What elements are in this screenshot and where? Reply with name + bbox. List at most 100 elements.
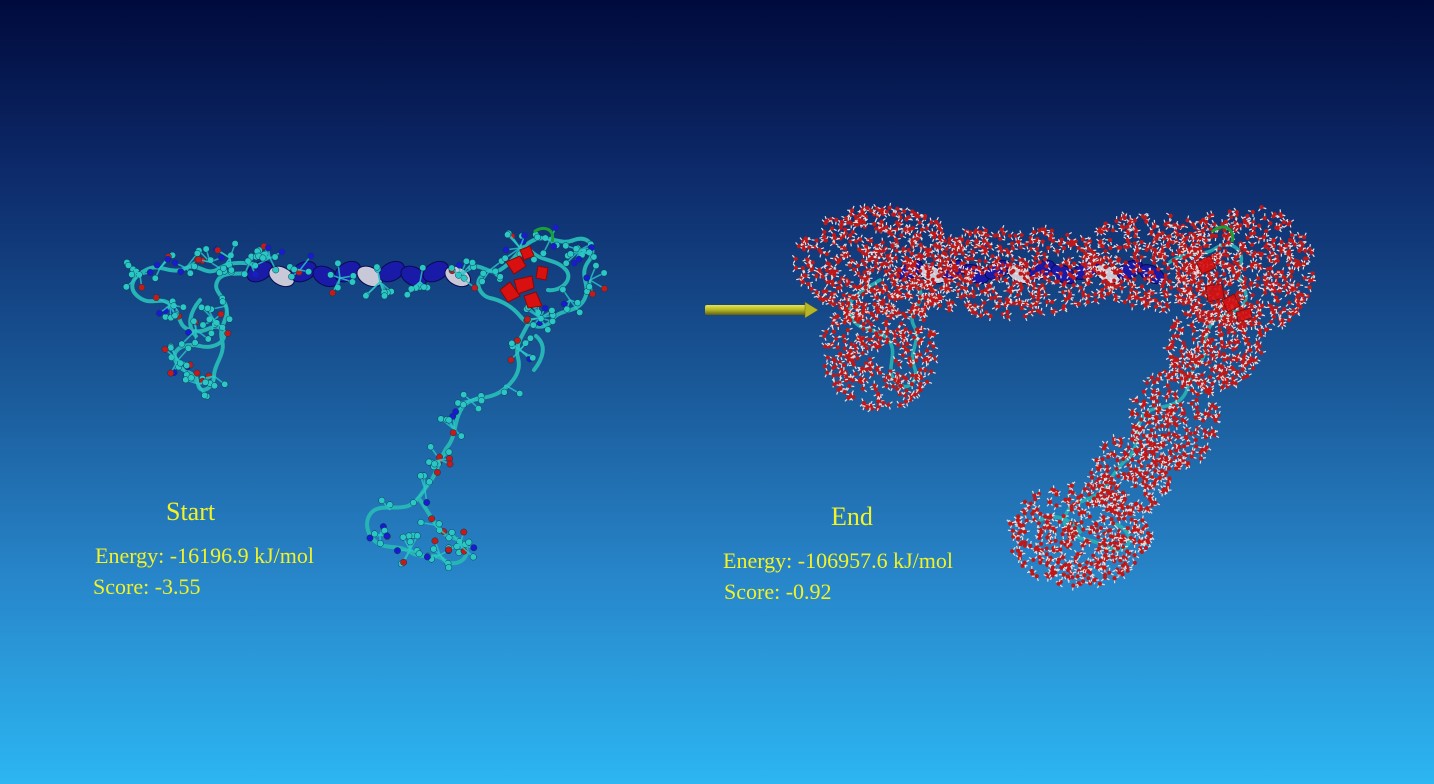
water-molecule <box>1100 271 1105 276</box>
water-molecule <box>1144 247 1149 252</box>
helix-turn <box>422 260 449 283</box>
water-molecule <box>857 212 862 217</box>
water-molecule <box>1054 503 1059 508</box>
water-molecule <box>1069 242 1074 248</box>
water-molecule <box>1109 516 1114 522</box>
water-molecule <box>1070 575 1075 580</box>
atom <box>507 356 515 364</box>
atom <box>202 245 210 253</box>
water-molecule <box>1221 260 1226 265</box>
water-molecule <box>1122 496 1128 502</box>
atom <box>185 329 192 336</box>
atom <box>204 304 212 312</box>
water-molecule <box>1217 363 1222 368</box>
water-molecule <box>938 295 944 301</box>
atom <box>138 283 146 291</box>
water-molecule <box>998 236 1003 242</box>
water-molecule <box>1141 475 1146 480</box>
water-molecule <box>1171 432 1177 438</box>
water-molecule <box>1100 457 1105 462</box>
water-molecule <box>903 314 908 319</box>
water-molecule <box>1196 281 1202 286</box>
water-molecule <box>1151 255 1156 261</box>
water-molecule <box>1196 381 1202 386</box>
water-molecule <box>1281 274 1286 280</box>
water-molecule <box>995 233 1000 238</box>
atom <box>562 259 570 267</box>
water-molecule <box>899 233 904 238</box>
water-molecule <box>1126 472 1131 477</box>
water-molecule <box>1049 228 1054 233</box>
water-molecule <box>894 289 899 294</box>
water-molecule <box>902 285 907 290</box>
water-molecule <box>1293 258 1298 263</box>
water-molecule <box>1038 511 1043 516</box>
water-molecule <box>1116 511 1121 516</box>
water-molecule <box>1084 560 1090 565</box>
water-molecule <box>893 255 898 261</box>
water-molecule <box>1016 514 1021 519</box>
water-molecule <box>1083 242 1088 247</box>
water-molecule <box>1241 375 1246 380</box>
water-molecule <box>959 285 965 291</box>
water-molecule <box>1203 362 1208 367</box>
water-molecule <box>1212 253 1217 258</box>
water-molecule <box>1066 528 1071 533</box>
water-molecule <box>910 241 915 246</box>
water-molecule <box>980 244 985 249</box>
water-molecule <box>1154 416 1159 421</box>
water-molecule <box>1220 222 1225 227</box>
water-molecule <box>918 367 923 372</box>
water-molecule <box>1256 276 1261 281</box>
water-molecule <box>1225 253 1230 258</box>
water-molecule <box>1278 212 1283 217</box>
end-score: Score: -0.92 <box>724 579 832 604</box>
water-molecule <box>1160 230 1165 236</box>
water-molecule <box>1018 529 1024 534</box>
water-molecule <box>1116 516 1122 521</box>
water-molecule <box>822 234 827 239</box>
water-molecule <box>1156 377 1161 382</box>
water-molecule <box>1236 290 1241 295</box>
water-molecule <box>1161 488 1166 493</box>
water-molecule <box>1031 281 1036 287</box>
water-molecule <box>1125 224 1130 229</box>
water-molecule <box>1018 245 1023 250</box>
water-molecule <box>846 315 851 320</box>
water-molecule <box>1105 488 1111 494</box>
water-molecule <box>1099 229 1104 235</box>
water-molecule <box>1256 321 1262 326</box>
water-molecule <box>841 362 847 368</box>
water-molecule <box>999 249 1004 254</box>
water-molecule <box>910 226 916 231</box>
water-molecule <box>1031 294 1036 300</box>
water-molecule <box>1062 304 1067 309</box>
water-molecule <box>1196 356 1201 361</box>
water-molecule <box>1067 563 1072 568</box>
water-molecule <box>1114 218 1119 224</box>
water-molecule <box>1147 420 1152 425</box>
water-molecule <box>854 239 859 244</box>
water-molecule <box>860 341 865 346</box>
atom <box>153 261 161 269</box>
water-molecule <box>860 336 866 341</box>
water-molecule <box>880 240 885 245</box>
water-molecule <box>919 312 924 317</box>
water-molecule <box>1104 255 1109 260</box>
water-molecule <box>1209 366 1215 372</box>
water-molecule <box>1189 454 1194 459</box>
water-molecule <box>1235 339 1241 345</box>
water-molecule <box>937 263 942 268</box>
water-molecule <box>963 279 968 284</box>
water-molecule <box>1245 301 1250 306</box>
water-molecule <box>1080 237 1086 242</box>
water-molecule <box>1018 542 1023 547</box>
water-molecule <box>1271 238 1276 243</box>
water-molecule <box>1130 457 1135 462</box>
water-molecule <box>853 305 858 310</box>
water-molecule <box>1199 278 1204 283</box>
water-molecule <box>946 301 951 306</box>
water-molecule <box>806 281 811 287</box>
water-molecule <box>1065 574 1070 579</box>
water-molecule <box>1044 519 1050 525</box>
